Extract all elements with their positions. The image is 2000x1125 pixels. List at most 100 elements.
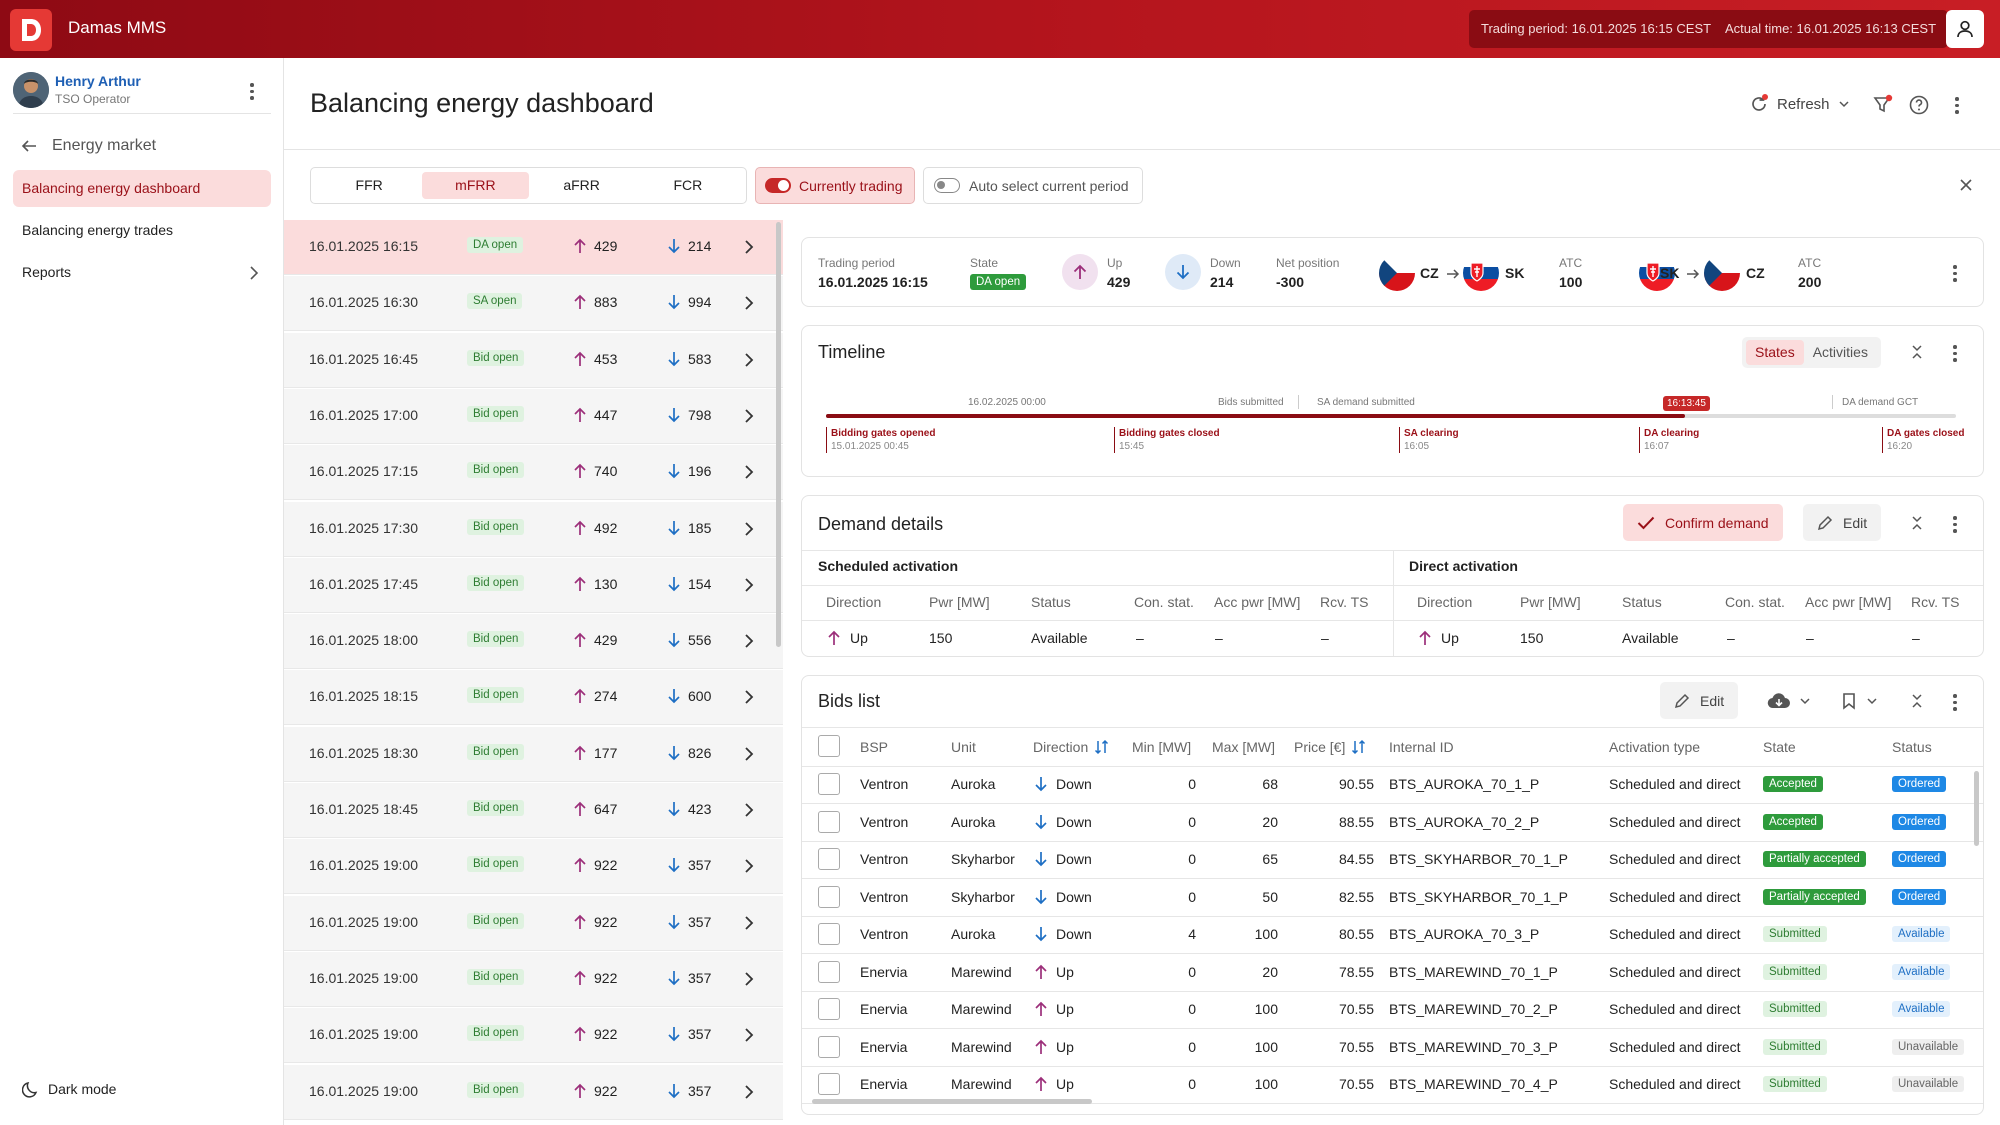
table-row[interactable]: Enervia Marewind Up 0 20 78.55 BTS_MAREWIND_70… — [802, 954, 1983, 992]
table-row[interactable]: Enervia Marewind Up 0 100 70.55 BTS_MAREWIND_7… — [802, 991, 1983, 1029]
row-checkbox[interactable] — [818, 885, 840, 908]
period-open-button[interactable] — [744, 521, 754, 537]
avatar[interactable] — [13, 72, 49, 108]
bids-edit-button[interactable]: Edit — [1660, 682, 1739, 719]
period-row[interactable]: 16.01.2025 19:00 Bid open 922 357 — [284, 1008, 783, 1063]
row-checkbox[interactable] — [818, 1073, 840, 1095]
row-checkbox[interactable] — [818, 960, 840, 983]
period-list-scrollbar[interactable] — [776, 222, 781, 647]
period-open-button[interactable] — [744, 577, 754, 593]
download-menu[interactable] — [1767, 692, 1811, 710]
period-open-button[interactable] — [744, 689, 754, 705]
period-row[interactable]: 16.01.2025 17:15 Bid open 740 196 — [284, 445, 783, 500]
col-rcv-ts[interactable]: Rcv. TS — [1911, 594, 1960, 610]
col-direction[interactable]: Direction — [826, 594, 882, 610]
collapse-icon[interactable] — [1909, 344, 1925, 360]
col-status[interactable]: Status — [1622, 594, 1662, 610]
period-open-button[interactable] — [744, 1027, 754, 1043]
demand-more-icon[interactable] — [1947, 516, 1963, 533]
table-row[interactable]: Ventron Skyharbor Down 0 50 82.55 BTS_SKYHARBO… — [802, 879, 1983, 917]
page-more-icon[interactable] — [1949, 97, 1965, 114]
col-con-stat[interactable]: Con. stat. — [1725, 594, 1785, 610]
col-direction[interactable]: Direction — [1033, 739, 1110, 755]
row-checkbox[interactable] — [818, 848, 840, 870]
col-direction[interactable]: Direction — [1417, 594, 1473, 610]
period-open-button[interactable] — [744, 1084, 754, 1100]
tab-ffr[interactable]: FFR — [355, 177, 383, 193]
col-con-stat[interactable]: Con. stat. — [1134, 594, 1194, 610]
sidebar-item-balancing-dashboard[interactable]: Balancing energy dashboard — [13, 170, 271, 207]
col-state[interactable]: State — [1763, 739, 1796, 755]
col-internal-id[interactable]: Internal ID — [1389, 739, 1454, 755]
col-price[interactable]: Price [€] — [1294, 739, 1367, 755]
bookmark-menu[interactable] — [1842, 692, 1878, 710]
col-status[interactable]: Status — [1892, 739, 1932, 755]
table-row[interactable]: Enervia Marewind Up 0 100 70.55 BTS_MAREWIND_7… — [802, 1066, 1983, 1104]
col-min[interactable]: Min [MW] — [1132, 739, 1192, 755]
row-checkbox[interactable] — [818, 923, 840, 945]
col-status[interactable]: Status — [1031, 594, 1071, 610]
col-activation-type[interactable]: Activation type — [1609, 739, 1701, 755]
col-unit[interactable]: Unit — [951, 739, 976, 755]
period-row[interactable]: 16.01.2025 16:15 DA open 429 214 — [284, 220, 783, 275]
col-bsp[interactable]: BSP — [860, 739, 889, 755]
period-row[interactable]: 16.01.2025 18:00 Bid open 429 556 — [284, 614, 783, 669]
app-logo[interactable] — [10, 9, 52, 51]
period-row[interactable]: 16.01.2025 17:45 Bid open 130 154 — [284, 558, 783, 613]
period-row[interactable]: 16.01.2025 17:00 Bid open 447 798 — [284, 389, 783, 444]
bids-horizontal-scrollbar[interactable] — [812, 1099, 1092, 1104]
table-row[interactable]: Ventron Skyharbor Down 0 65 84.55 BTS_SKYHARBO… — [802, 841, 1983, 879]
period-row[interactable]: 16.01.2025 18:30 Bid open 177 826 — [284, 727, 783, 782]
filter-button[interactable] — [1872, 94, 1894, 116]
close-button[interactable] — [1957, 176, 1975, 194]
confirm-demand-button[interactable]: Confirm demand — [1623, 504, 1783, 541]
period-row[interactable]: 16.01.2025 16:45 Bid open 453 583 — [284, 333, 783, 388]
period-row[interactable]: 16.01.2025 18:15 Bid open 274 600 — [284, 670, 783, 725]
col-pwr[interactable]: Pwr [MW] — [929, 594, 990, 610]
demand-edit-button[interactable]: Edit — [1803, 504, 1882, 541]
table-row[interactable]: Ventron Auroka Down 4 100 80.55 BTS_AUROKA_70_… — [802, 916, 1983, 954]
user-more-icon[interactable] — [244, 83, 260, 100]
period-open-button[interactable] — [744, 802, 754, 818]
sidebar-item-reports[interactable]: Reports — [13, 254, 271, 291]
help-button[interactable] — [1908, 94, 1930, 116]
table-row[interactable]: Ventron Auroka Down 0 68 90.55 BTS_AUROKA_70_1… — [802, 766, 1983, 804]
period-open-button[interactable] — [744, 239, 754, 255]
period-open-button[interactable] — [744, 464, 754, 480]
tab-afrr[interactable]: aFRR — [563, 177, 600, 193]
tab-fcr[interactable]: FCR — [673, 177, 703, 193]
bids-more-icon[interactable] — [1947, 694, 1963, 711]
period-row[interactable]: 16.01.2025 16:30 SA open 883 994 — [284, 276, 783, 331]
table-row[interactable]: Enervia Marewind Up 0 100 70.55 BTS_MAREWIND_7… — [802, 1029, 1983, 1067]
row-checkbox[interactable] — [818, 810, 840, 833]
col-pwr[interactable]: Pwr [MW] — [1520, 594, 1581, 610]
auto-select-toggle[interactable]: Auto select current period — [923, 167, 1143, 204]
timeline-more-icon[interactable] — [1947, 345, 1963, 362]
user-name[interactable]: Henry Arthur — [55, 73, 141, 89]
period-row[interactable]: 16.01.2025 19:00 Bid open 922 357 — [284, 839, 783, 894]
period-row[interactable]: 16.01.2025 18:45 Bid open 647 423 — [284, 783, 783, 838]
row-checkbox[interactable] — [818, 773, 840, 795]
col-max[interactable]: Max [MW] — [1212, 739, 1275, 755]
period-row[interactable]: 16.01.2025 19:00 Bid open 922 357 — [284, 952, 783, 1007]
period-open-button[interactable] — [744, 295, 754, 311]
col-rcv-ts[interactable]: Rcv. TS — [1320, 594, 1369, 610]
period-open-button[interactable] — [744, 971, 754, 987]
period-open-button[interactable] — [744, 633, 754, 649]
tab-activities[interactable]: Activities — [1812, 344, 1868, 360]
period-open-button[interactable] — [744, 858, 754, 874]
tab-states[interactable]: States — [1746, 340, 1804, 365]
currently-trading-toggle[interactable]: Currently trading — [755, 167, 915, 204]
back-to-energy-market[interactable]: Energy market — [20, 137, 156, 155]
period-open-button[interactable] — [744, 746, 754, 762]
row-checkbox[interactable] — [818, 1035, 840, 1058]
select-all-checkbox[interactable] — [818, 735, 840, 757]
summary-more-icon[interactable] — [1947, 265, 1963, 282]
refresh-button[interactable]: Refresh — [1749, 94, 1850, 114]
period-row[interactable]: 16.01.2025 19:00 Bid open 922 357 — [284, 896, 783, 951]
col-acc-pwr[interactable]: Acc pwr [MW] — [1214, 594, 1301, 610]
dark-mode-toggle[interactable]: Dark mode — [22, 1080, 116, 1098]
collapse-icon[interactable] — [1909, 693, 1925, 709]
period-open-button[interactable] — [744, 352, 754, 368]
bids-vertical-scrollbar[interactable] — [1974, 771, 1979, 846]
